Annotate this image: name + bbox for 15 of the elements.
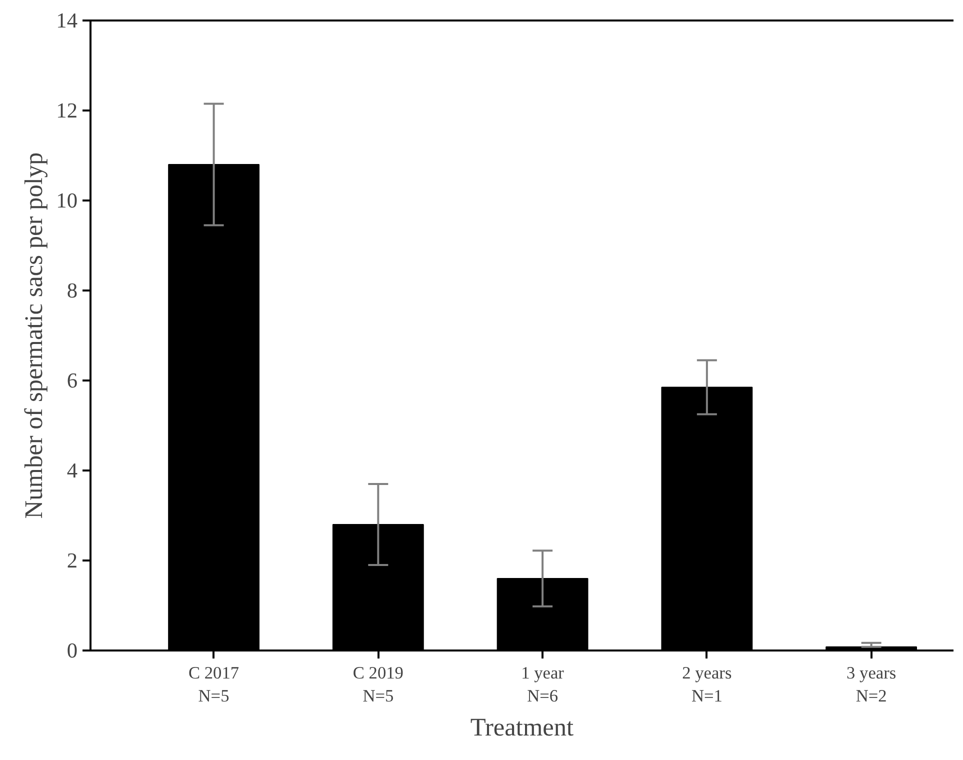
y-tick-label: 8: [66, 278, 78, 302]
x-tick-label: 1 year N=6: [521, 664, 564, 706]
y-tick-label: 2: [66, 548, 78, 572]
y-tick-label: 10: [56, 188, 78, 212]
y-tick-label: 4: [66, 458, 78, 482]
y-tick-label: 0: [66, 638, 78, 662]
x-tick-label: C 2019 N=5: [352, 664, 404, 706]
y-tick-label: 12: [56, 98, 78, 122]
y-axis-title: Number of spermatic sacs per polyp: [20, 152, 48, 519]
x-tick-label: 3 years N=2: [846, 664, 896, 706]
x-tick-label: 2 years N=1: [682, 664, 732, 706]
x-tick-label: C 2017 N=5: [188, 664, 240, 706]
x-axis-title: Treatment: [470, 713, 574, 742]
y-tick-label: 14: [56, 8, 78, 32]
y-tick-label: 6: [66, 368, 78, 392]
